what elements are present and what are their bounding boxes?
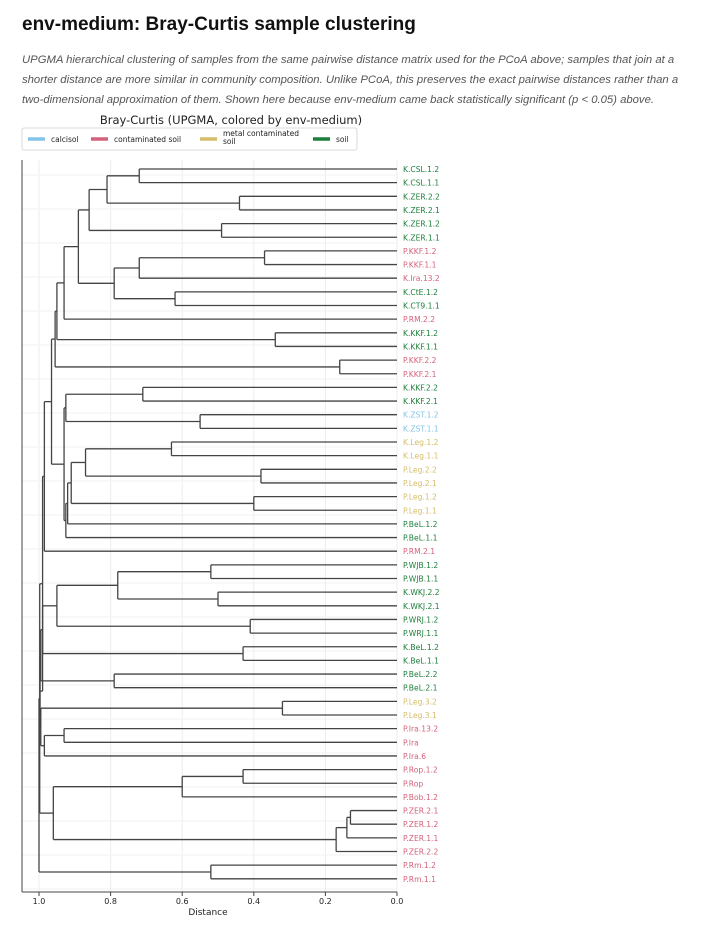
leaf-label: K.WKJ.2.2 [403,588,440,597]
leaf-label: P.Rm.1.2 [403,861,436,870]
legend: calcisol contaminated soil metal contamina… [21,127,358,151]
legend-label: contaminated soil [114,135,181,144]
leaf-label: K.CSL.1.2 [403,165,439,174]
leaf-label: P.Leg.3.1 [403,711,437,720]
leaf-label: K.ZST.1.2 [403,411,439,420]
leaf-label: P.BeL.1.1 [403,534,438,543]
leaf-label: P.WJB.1.2 [403,561,438,570]
leaf-label: K.Leg.1.1 [403,452,439,461]
leaf-label: P.Ira.13.2 [403,725,438,734]
x-tick-label: 1.0 [33,897,46,906]
leaf-label: P.ZER.2.1 [403,807,438,816]
leaf-label: P.Leg.1.1 [403,506,437,515]
leaf-label: P.Rop [403,779,423,788]
x-tick-label: 0.0 [391,897,404,906]
leaf-label: P.Rm.1.1 [403,875,436,884]
leaf-label: K.KKF.2.1 [403,397,438,406]
leaf-label: P.Bob.1.2 [403,793,438,802]
leaf-label: P.Leg.1.2 [403,493,437,502]
x-tick-label: 0.6 [176,897,189,906]
leaf-label: P.Leg.2.2 [403,465,437,474]
leaf-label: K.ZER.1.2 [403,220,440,229]
leaf-label: P.KKF.2.2 [403,356,437,365]
leaf-label: P.ZER.1.1 [403,834,438,843]
legend-label: calcisol [51,135,79,144]
chart-title: Bray-Curtis (UPGMA, colored by env-mediu… [100,113,362,127]
page-description: UPGMA hierarchical clustering of samples… [22,54,679,106]
branch-layer [38,168,397,880]
legend-label: metal contaminated soil [223,129,299,146]
leaf-label: K.KKF.2.2 [403,383,438,392]
leaf-label: P.Leg.2.1 [403,479,437,488]
leaf-label: P.KKF.2.1 [403,370,437,379]
x-tick-label: 0.2 [319,897,332,906]
leaf-label: K.BeL.1.2 [403,643,439,652]
leaf-label: K.KKF.1.2 [403,329,438,338]
legend-label: soil [336,135,349,144]
leaf-label: P.Leg.3.2 [403,697,437,706]
leaf-label: P.RM.2.2 [403,315,435,324]
leaf-label: K.ZER.1.1 [403,233,440,242]
leaf-label: P.Ira.6 [403,752,426,761]
leaf-label: P.BeL.2.2 [403,670,438,679]
x-axis [21,160,397,893]
leaf-label: K.KKF.1.1 [403,342,438,351]
leaf-label: K.ZER.2.1 [403,206,440,215]
x-tick-label: 0.4 [247,897,260,906]
leaf-label: P.RM.2.1 [403,547,435,556]
leaf-label: P.Ira [403,738,419,747]
x-tick-label: 0.8 [104,897,117,906]
leaf-label: P.ZER.2.2 [403,848,438,857]
leaf-label: K.ZST.1.1 [403,424,439,433]
leaf-label: K.ZER.2.2 [403,192,440,201]
leaf-label: P.WJB.1.1 [403,575,438,584]
leaf-label: K.CSL.1.1 [403,179,439,188]
leaf-label: K.CtE.1.2 [403,288,438,297]
legend-frame [21,127,358,151]
page-title: env-medium: Bray-Curtis sample clusterin… [22,14,416,35]
leaf-label: P.ZER.1.2 [403,820,438,829]
leaf-label: K.BeL.1.1 [403,656,439,665]
leaf-label: P.KKF.1.2 [403,247,437,256]
leaf-label: P.KKF.1.1 [403,261,437,270]
leaf-label: K.WKJ.2.1 [403,602,440,611]
leaf-label: P.BeL.2.1 [403,684,438,693]
leaf-label: P.BeL.1.2 [403,520,438,529]
leaf-label: P.Rop.1.2 [403,766,438,775]
x-axis-label: Distance [188,908,228,918]
x-tick-labels: 1.0 0.8 0.6 0.4 0.2 0.0 [33,892,404,906]
leaf-labels: K.CSL.1.2 K.CSL.1.1 K.ZER.2.2 K.ZER.2.1 K.ZE… [403,165,440,884]
leaf-label: K.Ira.13.2 [403,274,440,283]
leaf-label: P.WRJ.1.1 [403,629,438,638]
leaf-label: K.Leg.1.2 [403,438,439,447]
leaf-label: K.CT9.1.1 [403,302,440,311]
leaf-label: P.WRJ.1.2 [403,615,438,624]
